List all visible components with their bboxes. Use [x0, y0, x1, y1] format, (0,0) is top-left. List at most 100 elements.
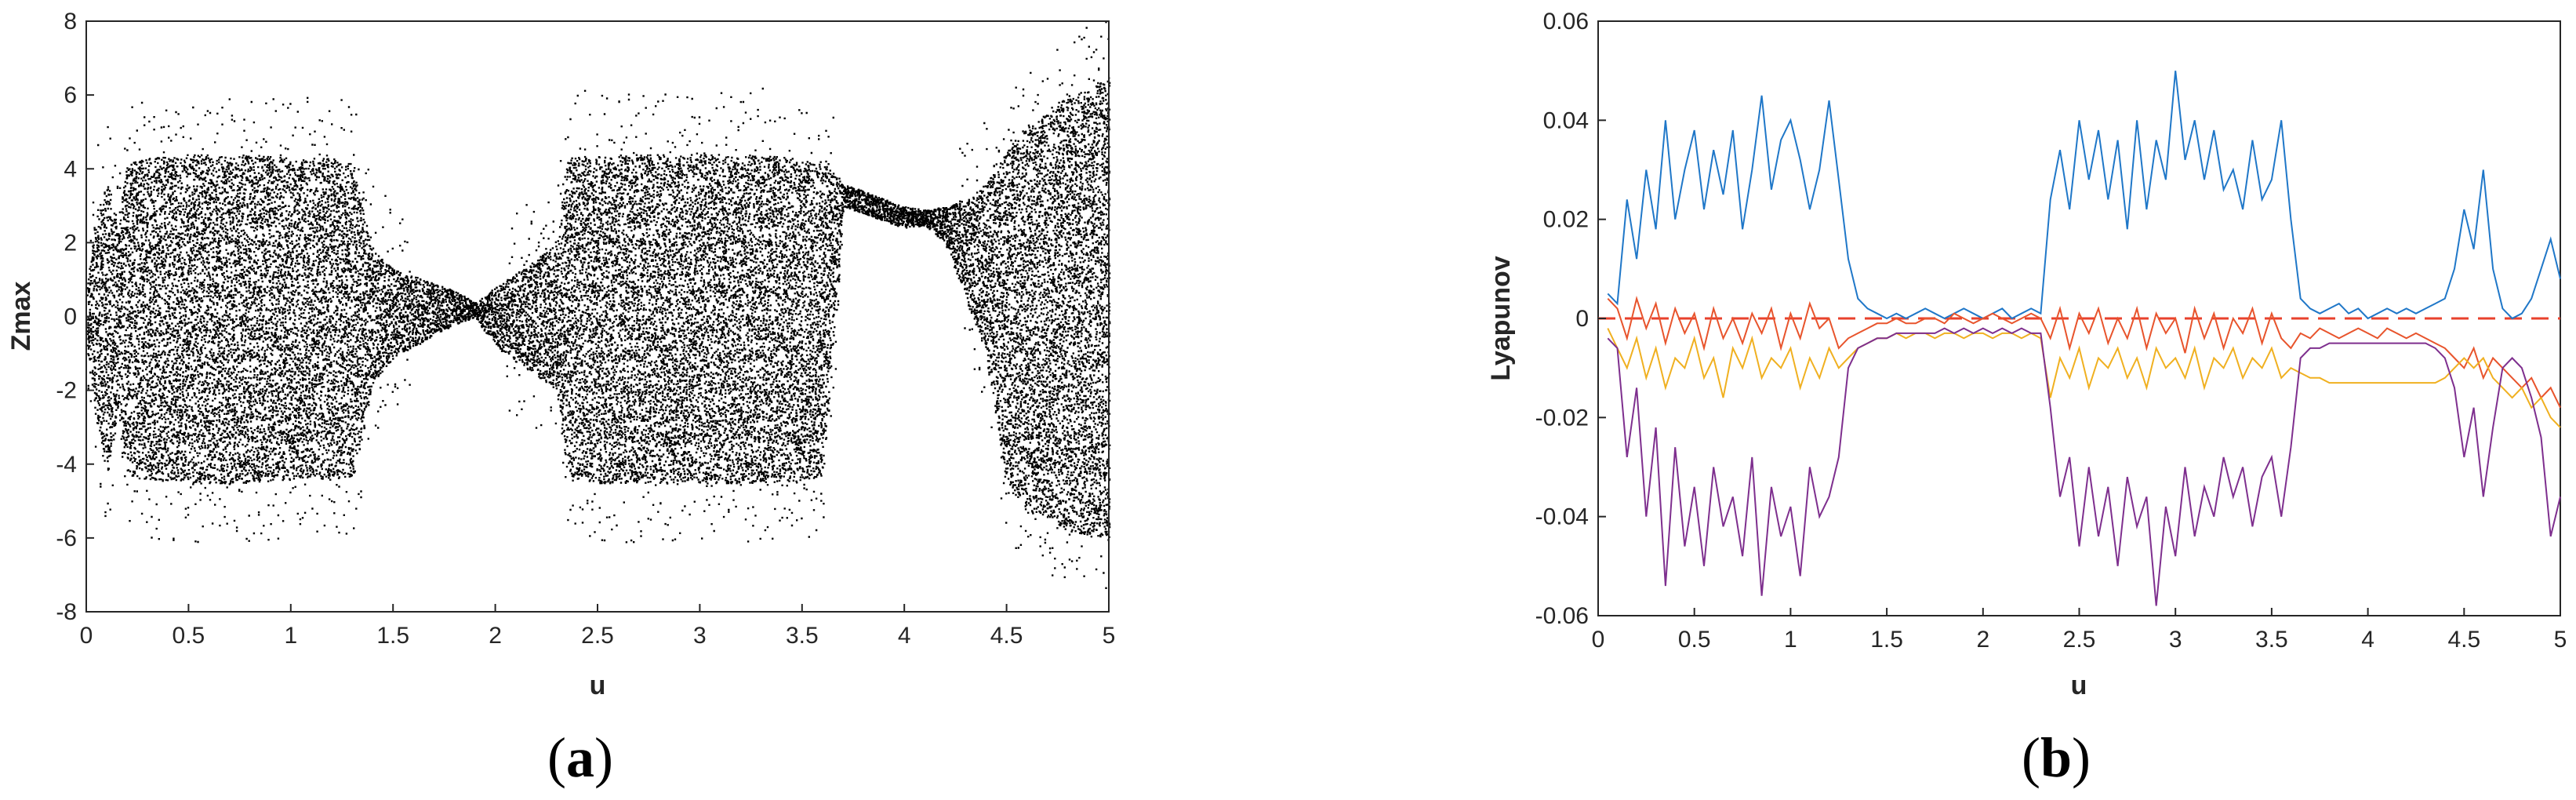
scatter-point-column	[697, 116, 702, 484]
scatter-point-column	[405, 241, 410, 361]
scatter-point-column	[1101, 57, 1106, 574]
scatter-point-column	[724, 136, 728, 485]
scatter-point-column	[342, 129, 347, 516]
scatter-point-column	[261, 138, 266, 527]
scatter-point-column	[678, 131, 682, 534]
scatter-point-column	[354, 113, 358, 510]
scatter-point-column	[1072, 41, 1077, 533]
scatter-point-column	[1096, 67, 1101, 537]
scatter-point-column	[948, 207, 953, 256]
scatter-point-column	[151, 116, 157, 480]
scatter-point-column	[395, 270, 400, 405]
scatter-point-column	[103, 191, 108, 518]
scatter-point-column	[246, 155, 252, 542]
panel-b-x-tick-label: 1	[1784, 627, 1797, 653]
panel-a-x-tick-label: 2.5	[581, 623, 614, 649]
scatter-point-column	[565, 136, 571, 522]
scatter-point-column	[383, 195, 388, 406]
scatter-point-column	[176, 113, 181, 493]
scatter-point-column	[680, 134, 685, 512]
scatter-point-column	[166, 125, 171, 482]
scatter-point-column	[807, 137, 812, 538]
scatter-point-column	[259, 146, 263, 535]
scatter-point-column	[880, 198, 885, 221]
scatter-point-column	[358, 198, 364, 499]
scatter-point-column	[1055, 49, 1060, 529]
scatter-point-column	[495, 286, 500, 347]
scatter-point-column	[412, 276, 417, 347]
scatter-point-column	[1016, 105, 1021, 549]
scatter-point-column	[215, 112, 220, 471]
scatter-point-column	[979, 190, 984, 393]
scatter-point-column	[573, 102, 578, 525]
scatter-point-column	[904, 206, 909, 229]
scatter-point-column	[851, 187, 856, 209]
scatter-point-column	[290, 134, 296, 489]
scatter-point-column	[834, 176, 838, 370]
scatter-point-column	[612, 141, 617, 517]
scatter-point-column	[439, 285, 444, 333]
scatter-point-column	[761, 87, 765, 482]
scatter-point-column	[916, 208, 921, 227]
panel-a-y-tick-label: 0	[64, 304, 77, 330]
scatter-point-column	[953, 203, 957, 269]
scatter-point-column	[334, 162, 340, 528]
scatter-point-column	[181, 125, 186, 481]
scatter-point-column	[500, 282, 505, 352]
scatter-point-column	[546, 201, 551, 384]
scatter-point-column	[205, 110, 210, 497]
scatter-point-column	[594, 133, 600, 471]
scatter-point-column	[1045, 78, 1050, 534]
panel-b-y-tick-label: -0.02	[1535, 405, 1589, 431]
panel-a-caption: (a)	[547, 726, 613, 789]
panel-a-x-tick-label: 2	[489, 623, 502, 649]
scatter-point-column	[965, 143, 970, 300]
scatter-point-column	[534, 249, 539, 429]
scatter-point-column	[521, 264, 527, 402]
scatter-point-column	[641, 95, 646, 498]
scatter-point-column	[841, 184, 845, 216]
scatter-point-column	[957, 147, 962, 282]
scatter-point-column	[651, 113, 656, 506]
scatter-point-column	[105, 125, 111, 505]
scatter-point-column	[89, 239, 93, 402]
scatter-point-column	[1079, 38, 1085, 547]
scatter-point-column	[638, 155, 644, 537]
scatter-point-column	[543, 224, 549, 384]
scatter-point-column	[785, 159, 790, 519]
scatter-point-column	[1041, 80, 1045, 557]
panel-b-x-tick-label: 0.5	[1678, 627, 1711, 653]
scatter-point-column	[975, 165, 979, 325]
panel-a-x-tick-label: 4.5	[990, 623, 1023, 649]
panel-b-x-axis-title: u	[2071, 671, 2087, 700]
scatter-point-column	[1087, 45, 1092, 535]
scatter-point-column	[558, 160, 563, 414]
scatter-point-column	[140, 101, 144, 515]
panel-a-x-tick-label: 5	[1103, 623, 1116, 649]
scatter-point-column	[977, 190, 982, 371]
scatter-point-column	[1021, 88, 1026, 495]
scatter-point-column	[739, 100, 743, 486]
panel-a-y-tick-label: -2	[56, 378, 77, 404]
scatter-point-column	[322, 136, 327, 527]
panel-b-x-axis: 0 0.5 1 1.5 2 2.5 3 3.5 4 4.5 5	[1592, 608, 2567, 653]
scatter-point-column	[1063, 100, 1067, 579]
panel-b-y-tick-label: -0.06	[1535, 603, 1589, 629]
panel-a-y-axis-title: Zmax	[6, 282, 36, 351]
scatter-point-column	[682, 129, 688, 507]
scatter-point-column	[731, 162, 736, 501]
scatter-point-column	[668, 151, 673, 519]
scatter-point-column	[115, 185, 120, 409]
scatter-point-column	[634, 115, 639, 484]
scatter-point-column	[836, 177, 841, 306]
scatter-point-column	[1067, 95, 1072, 561]
scatter-point-column	[797, 109, 802, 502]
panel-b-caption: (b)	[2022, 726, 2091, 789]
scatter-point-column	[814, 167, 819, 532]
panel-a-y-tick-label: 8	[64, 9, 77, 35]
scatter-point-column	[274, 110, 278, 496]
scatter-point-column	[984, 128, 990, 351]
scatter-point-column	[380, 226, 386, 402]
scatter-point-column	[237, 156, 242, 492]
scatter-point-column	[318, 119, 322, 475]
